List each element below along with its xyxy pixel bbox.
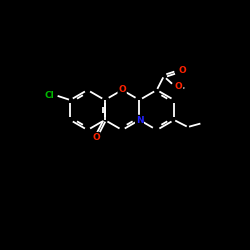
Text: O: O (175, 82, 183, 91)
Text: O: O (118, 86, 126, 94)
Text: O: O (178, 66, 186, 75)
Text: Cl: Cl (44, 91, 54, 100)
Text: O: O (92, 132, 100, 141)
Text: N: N (136, 116, 143, 124)
